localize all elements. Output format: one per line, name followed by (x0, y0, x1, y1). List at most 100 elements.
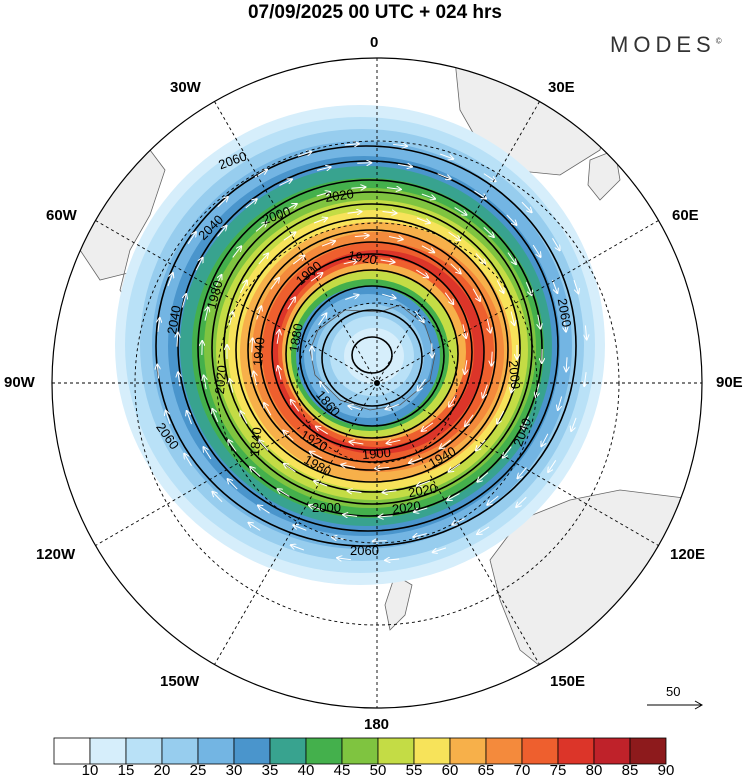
wind-arrow (277, 330, 279, 344)
wind-arrow (245, 199, 257, 209)
wind-arrow (258, 505, 270, 514)
colorbar-label: 65 (477, 762, 495, 779)
wind-arrow (228, 440, 237, 452)
wind-arrow (392, 144, 407, 146)
wind-arrow (413, 534, 427, 537)
colorbar-label: 60 (441, 762, 459, 779)
wind-arrow (316, 192, 330, 197)
lon-label-120e: 120E (670, 546, 706, 563)
wind-arrow (507, 252, 516, 265)
colorbar-box (341, 737, 379, 765)
wind-arrow (240, 411, 248, 424)
wind-arrow (320, 382, 330, 394)
wind-arrow (348, 491, 362, 493)
wind-arrow (421, 193, 435, 199)
wind-arrow (564, 317, 566, 332)
wind-arrow (232, 246, 242, 258)
colorbar-box (485, 737, 523, 765)
wind-arrow (422, 422, 434, 431)
wind-arrow (259, 440, 269, 451)
map-boundary (51, 57, 703, 709)
wind-arrow (177, 333, 178, 347)
wind-arrow (341, 465, 356, 468)
wind-arrow (287, 297, 295, 310)
wind-arrow (292, 256, 304, 265)
wind-arrow (310, 452, 323, 459)
contour-label: 1980 (204, 279, 226, 311)
wind-arrow (184, 454, 192, 466)
wind-arrow (166, 411, 171, 425)
colorbar-box (305, 737, 343, 765)
wind-arrow (416, 217, 430, 223)
wind-arrow (258, 253, 268, 265)
wind-arrow (239, 280, 247, 294)
wind-arrow (573, 279, 578, 293)
wind-arrow (487, 318, 490, 333)
wind-arrow (571, 417, 577, 431)
wind-arrow (310, 273, 322, 282)
wind-arrow (383, 491, 397, 493)
contour-label: 1940 (250, 337, 267, 367)
wind-arrow (217, 197, 228, 208)
wind-arrow (437, 173, 451, 179)
wind-arrow (343, 515, 358, 517)
wind-arrow (187, 232, 196, 244)
wind-arrow (255, 222, 267, 232)
wind-arrow (256, 306, 262, 320)
wind-arrow (318, 313, 327, 326)
lon-label-90e: 90E (716, 374, 743, 391)
lon-label-90w: 90W (4, 374, 35, 391)
colorbar-box (629, 737, 667, 765)
contour-label: 1840 (247, 427, 264, 457)
wind-arrow (313, 218, 327, 224)
colorbar-box (557, 737, 595, 765)
land-madagascar (587, 149, 621, 201)
wind-arrow (230, 379, 233, 393)
wind-arrow (487, 495, 499, 505)
wind-arrow (511, 311, 514, 326)
colorbar-box (161, 737, 199, 765)
colorbar-box (125, 737, 163, 765)
wind-arrow (417, 480, 431, 486)
colorbar-box (233, 737, 271, 765)
wind-arrow (449, 394, 457, 407)
wind-arrow (348, 406, 362, 411)
wind-arrow (158, 318, 160, 332)
lon-label-120w: 120W (36, 546, 76, 563)
wind-arrow (414, 507, 428, 512)
lon-label-60e: 60E (672, 207, 699, 224)
wind-arrow (472, 288, 480, 301)
wind-arrow (558, 396, 563, 410)
wind-arrow (278, 366, 281, 380)
wind-arrow (382, 293, 395, 298)
colorbar-label: 70 (513, 762, 531, 779)
contour-label: 1920 (347, 248, 378, 268)
wind-arrow (314, 481, 328, 487)
wind-arrow (284, 204, 296, 212)
reference-vector-arrow (647, 700, 704, 710)
wind-arrow (291, 545, 305, 551)
colorbar-label: 45 (333, 762, 351, 779)
lon-label-180: 180 (364, 716, 390, 733)
wind-arrow (217, 226, 227, 237)
wind-arrow (212, 492, 223, 503)
wind-arrow (447, 492, 460, 500)
colorbar-box (53, 737, 91, 765)
wind-arrow (463, 324, 466, 338)
contour-label: 2020 (212, 365, 229, 395)
wind-arrow (552, 279, 557, 293)
wind-arrow (178, 372, 180, 387)
wind-arrow (283, 232, 296, 241)
wind-arrow (449, 463, 461, 472)
colorbar-label: 90 (657, 762, 675, 779)
wind-arrow (375, 467, 390, 468)
wind-arrow (347, 212, 362, 214)
colorbar-label: 25 (189, 762, 207, 779)
wind-arrow (230, 312, 233, 326)
contour-label: 2060 (555, 297, 575, 328)
wind-arrow (379, 516, 393, 517)
wind-arrow (475, 253, 485, 263)
contour-label: 1900 (361, 445, 391, 462)
wind-arrow (523, 416, 530, 429)
wind-arrow (277, 489, 290, 497)
